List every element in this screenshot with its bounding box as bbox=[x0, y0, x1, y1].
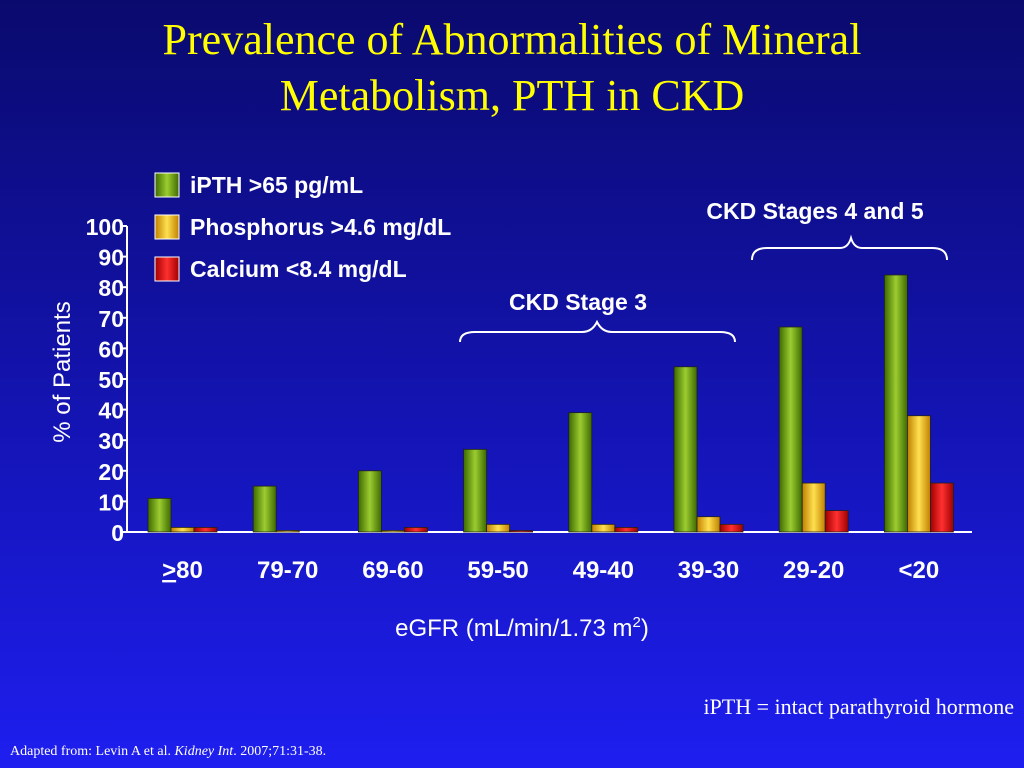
abbreviation-note: iPTH = intact parathyroid hormone bbox=[703, 694, 1014, 719]
x-tick-label: 79-70 bbox=[257, 557, 318, 584]
bar-calcium bbox=[614, 527, 639, 533]
x-axis-label-superscript: 2 bbox=[633, 614, 641, 631]
bar-calcium bbox=[719, 523, 744, 533]
x-axis-label-end: ) bbox=[641, 615, 649, 642]
y-tick-label: 40 bbox=[98, 398, 124, 424]
y-tick-label: 100 bbox=[86, 214, 124, 240]
brace-ckd-stages-4-5 bbox=[751, 234, 948, 261]
bar-calcium bbox=[193, 527, 218, 533]
bar-ipth bbox=[147, 497, 172, 533]
annotation-ckd-stage-3: CKD Stage 3 bbox=[459, 289, 736, 343]
y-tick-label: 0 bbox=[111, 520, 124, 546]
bar-ipth bbox=[778, 326, 803, 533]
bar-phosphorus bbox=[486, 523, 511, 533]
annotation-label-ckd-stage-3: CKD Stage 3 bbox=[509, 289, 647, 315]
bar-calcium bbox=[930, 482, 954, 533]
x-tick-label: 29-20 bbox=[783, 557, 844, 584]
bar-calcium bbox=[403, 527, 428, 533]
legend-swatch-calcium bbox=[154, 256, 180, 282]
y-axis-label: % of Patients bbox=[49, 301, 76, 442]
x-axis-label: eGFR (mL/min/1.73 m2) bbox=[395, 614, 649, 642]
x-tick-label: 49-40 bbox=[573, 557, 634, 584]
title-line-2: Metabolism, PTH in CKD bbox=[279, 71, 745, 120]
citation-suffix: . 2007;71:31-38. bbox=[233, 744, 327, 759]
bar-ipth bbox=[463, 448, 488, 533]
bar-phosphorus bbox=[591, 523, 616, 533]
legend-swatch-ipth bbox=[154, 172, 180, 198]
bar-phosphorus bbox=[696, 516, 721, 533]
citation-journal: Kidney Int bbox=[174, 744, 234, 759]
bar-phosphorus bbox=[801, 482, 826, 533]
y-tick-label: 50 bbox=[98, 367, 124, 393]
bar-phosphorus bbox=[907, 415, 931, 533]
x-axis-label-main: eGFR (mL/min/1.73 m bbox=[395, 615, 632, 642]
bar-ipth bbox=[252, 485, 277, 533]
y-tick-label: 70 bbox=[98, 306, 124, 332]
bar-ipth bbox=[568, 412, 593, 533]
legend-label-calcium: Calcium <8.4 mg/dL bbox=[190, 256, 407, 282]
annotation-label-ckd-stages-4-5: CKD Stages 4 and 5 bbox=[706, 198, 923, 224]
x-tick-label: 69-60 bbox=[362, 557, 423, 584]
y-tick-label: 60 bbox=[98, 336, 124, 362]
brace-ckd-stage-3 bbox=[459, 319, 736, 343]
y-tick-label: 80 bbox=[98, 275, 124, 301]
x-tick-label: >80 bbox=[162, 557, 203, 584]
bar-phosphorus bbox=[170, 527, 195, 533]
y-tick-label: 20 bbox=[98, 459, 124, 485]
annotation-ckd-stages-4-5: CKD Stages 4 and 5 bbox=[706, 198, 948, 261]
bar-ipth bbox=[884, 274, 908, 533]
legend-label-phosphorus: Phosphorus >4.6 mg/dL bbox=[190, 214, 451, 240]
bar-calcium bbox=[509, 530, 534, 533]
legend-label-ipth: iPTH >65 pg/mL bbox=[190, 172, 363, 198]
y-tick-label: 30 bbox=[98, 428, 124, 454]
citation: Adapted from: Levin A et al. Kidney Int.… bbox=[10, 744, 326, 760]
slide-title: Prevalence of Abnormalities of Mineral M… bbox=[0, 12, 1024, 124]
x-tick-label: 39-30 bbox=[678, 557, 739, 584]
legend: iPTH >65 pg/mL Phosphorus >4.6 mg/dL Cal… bbox=[154, 172, 451, 282]
bar-ipth bbox=[357, 470, 382, 533]
citation-prefix: Adapted from: Levin A et al. bbox=[10, 744, 175, 759]
x-tick-label: <20 bbox=[899, 557, 940, 584]
bar-ipth bbox=[673, 366, 698, 533]
y-tick-label: 10 bbox=[98, 489, 124, 515]
title-line-1: Prevalence of Abnormalities of Mineral bbox=[162, 15, 862, 64]
bar-calcium bbox=[824, 510, 849, 533]
legend-swatch-phosphorus bbox=[154, 214, 180, 240]
x-tick-label: 59-50 bbox=[467, 557, 528, 584]
bar-phosphorus bbox=[275, 530, 300, 533]
bar-phosphorus bbox=[380, 530, 405, 533]
y-tick-label: 90 bbox=[98, 245, 124, 271]
